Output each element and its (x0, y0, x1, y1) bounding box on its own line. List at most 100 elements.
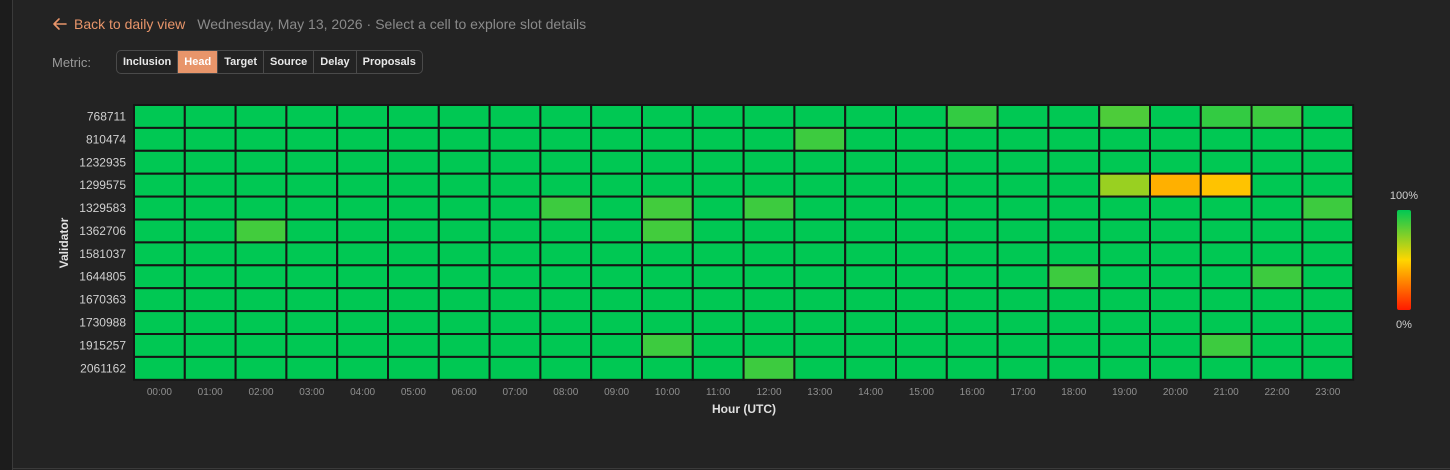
heatmap-cell[interactable] (133, 149, 186, 175)
heatmap-cell[interactable] (996, 195, 1050, 221)
heatmap-cell[interactable] (742, 333, 796, 358)
heatmap-cell[interactable] (1301, 310, 1355, 336)
heatmap-cell[interactable] (1250, 355, 1304, 381)
heatmap-cell[interactable] (488, 264, 542, 290)
heatmap-cell[interactable] (133, 287, 186, 313)
heatmap-cell[interactable] (539, 310, 593, 336)
heatmap-cell[interactable] (285, 195, 339, 221)
heatmap-cell[interactable] (183, 172, 237, 198)
heatmap-cell[interactable] (234, 287, 288, 313)
heatmap-cell[interactable] (387, 241, 440, 267)
heatmap-cell[interactable] (336, 310, 390, 336)
heatmap-cell[interactable] (133, 172, 186, 198)
heatmap-cell[interactable] (996, 172, 1050, 198)
heatmap-cell[interactable] (895, 264, 948, 290)
heatmap-cell[interactable] (895, 310, 948, 336)
heatmap-cell[interactable] (1301, 149, 1355, 175)
heatmap-cell[interactable] (183, 333, 237, 358)
heatmap-cell[interactable] (742, 104, 796, 129)
heatmap-cell[interactable] (590, 149, 644, 175)
heatmap-cell[interactable] (844, 355, 898, 381)
heatmap-cell[interactable] (1047, 126, 1101, 152)
heatmap-cell[interactable] (590, 195, 644, 221)
heatmap-cell[interactable] (234, 172, 288, 198)
heatmap-cell[interactable] (1149, 355, 1202, 381)
heatmap-cell[interactable] (437, 333, 491, 358)
heatmap-cell[interactable] (793, 241, 847, 267)
heatmap-cell[interactable] (336, 218, 390, 244)
heatmap-cell[interactable] (945, 355, 999, 381)
heatmap-cell[interactable] (641, 241, 694, 267)
heatmap-cell[interactable] (895, 287, 948, 313)
heatmap-cell[interactable] (844, 149, 898, 175)
heatmap-cell[interactable] (641, 333, 694, 358)
heatmap-cell[interactable] (641, 104, 694, 129)
heatmap-cell[interactable] (133, 195, 186, 221)
heatmap-cell[interactable] (336, 241, 390, 267)
heatmap-cell[interactable] (183, 218, 237, 244)
heatmap-cell[interactable] (539, 172, 593, 198)
heatmap-cell[interactable] (1250, 264, 1304, 290)
heatmap-cell[interactable] (234, 104, 288, 129)
heatmap-cell[interactable] (1149, 126, 1202, 152)
heatmap-cell[interactable] (641, 172, 694, 198)
heatmap-cell[interactable] (895, 126, 948, 152)
heatmap-cell[interactable] (691, 310, 745, 336)
heatmap-cell[interactable] (133, 333, 186, 358)
heatmap-cell[interactable] (539, 355, 593, 381)
heatmap-cell[interactable] (1098, 126, 1151, 152)
heatmap-cell[interactable] (488, 218, 542, 244)
heatmap-cell[interactable] (945, 104, 999, 129)
heatmap-cell[interactable] (895, 172, 948, 198)
heatmap-cell[interactable] (895, 218, 948, 244)
heatmap-cell[interactable] (895, 333, 948, 358)
heatmap-cell[interactable] (285, 333, 339, 358)
heatmap-cell[interactable] (437, 241, 491, 267)
heatmap-cell[interactable] (336, 333, 390, 358)
heatmap-cell[interactable] (1250, 310, 1304, 336)
heatmap-cell[interactable] (285, 241, 339, 267)
heatmap-cell[interactable] (996, 333, 1050, 358)
heatmap-cell[interactable] (945, 195, 999, 221)
heatmap-cell[interactable] (641, 264, 694, 290)
heatmap-cell[interactable] (387, 172, 440, 198)
heatmap-cell[interactable] (691, 172, 745, 198)
heatmap-cell[interactable] (234, 333, 288, 358)
heatmap-cell[interactable] (844, 287, 898, 313)
heatmap-cell[interactable] (793, 287, 847, 313)
heatmap-cell[interactable] (1250, 126, 1304, 152)
heatmap-cell[interactable] (1199, 104, 1253, 129)
heatmap-cell[interactable] (1301, 333, 1355, 358)
heatmap-cell[interactable] (844, 241, 898, 267)
heatmap-cell[interactable] (895, 149, 948, 175)
heatmap-cell[interactable] (183, 149, 237, 175)
heatmap-cell[interactable] (1199, 172, 1253, 198)
heatmap-cell[interactable] (539, 126, 593, 152)
heatmap-cell[interactable] (691, 241, 745, 267)
heatmap-cell[interactable] (742, 172, 796, 198)
heatmap-cell[interactable] (742, 195, 796, 221)
heatmap-cell[interactable] (437, 310, 491, 336)
heatmap-cell[interactable] (1301, 355, 1355, 381)
heatmap-cell[interactable] (1301, 287, 1355, 313)
heatmap-cell[interactable] (742, 126, 796, 152)
heatmap-cell[interactable] (183, 241, 237, 267)
heatmap-cell[interactable] (539, 195, 593, 221)
heatmap-cell[interactable] (844, 195, 898, 221)
heatmap-cell[interactable] (691, 218, 745, 244)
heatmap-cell[interactable] (387, 104, 440, 129)
heatmap-cell[interactable] (590, 355, 644, 381)
heatmap-cell[interactable] (488, 355, 542, 381)
heatmap-cell[interactable] (590, 104, 644, 129)
heatmap-cell[interactable] (895, 104, 948, 129)
heatmap-cell[interactable] (234, 195, 288, 221)
heatmap-cell[interactable] (285, 149, 339, 175)
heatmap-cell[interactable] (539, 333, 593, 358)
heatmap-cell[interactable] (691, 287, 745, 313)
heatmap-cell[interactable] (1098, 241, 1151, 267)
heatmap-cell[interactable] (844, 310, 898, 336)
heatmap-cell[interactable] (133, 218, 186, 244)
heatmap-cell[interactable] (996, 310, 1050, 336)
heatmap-cell[interactable] (1301, 195, 1355, 221)
heatmap-cell[interactable] (590, 264, 644, 290)
